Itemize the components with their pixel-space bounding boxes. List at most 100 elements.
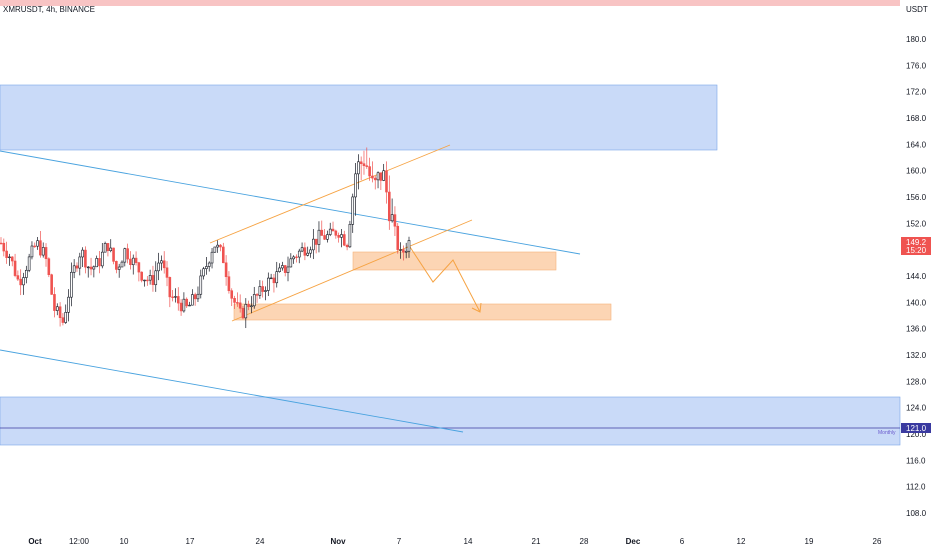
- candle-up: [95, 258, 98, 268]
- candle-up: [250, 305, 253, 308]
- candle-up: [281, 265, 284, 269]
- candle-down: [33, 245, 37, 248]
- last-price-badge: 149.2 15:20: [901, 237, 931, 255]
- candle-up: [103, 243, 107, 253]
- candle-down: [16, 275, 20, 280]
- demand-zone-lower[interactable]: [233, 303, 612, 321]
- candle-down: [84, 249, 87, 268]
- candle-down: [0, 242, 3, 245]
- descending-trendline-lower[interactable]: [0, 349, 464, 433]
- monthly-level-badge: 121.0: [901, 423, 931, 433]
- candle-up: [131, 257, 135, 266]
- price-tick-label: 160.0: [906, 167, 927, 176]
- candle-down: [402, 249, 405, 253]
- candle-down: [47, 258, 51, 275]
- resistance-zone[interactable]: [0, 84, 718, 151]
- last-price-value: 149.2: [906, 238, 927, 247]
- candle-down: [165, 267, 169, 278]
- candle-up: [202, 268, 205, 277]
- candle-down: [337, 235, 340, 238]
- candle-up: [30, 245, 34, 258]
- candle-down: [227, 276, 231, 292]
- candle-down: [140, 271, 143, 281]
- candle-down: [106, 243, 110, 252]
- candle-down: [233, 298, 236, 303]
- descending-trendline-upper[interactable]: [0, 150, 581, 255]
- candle-up: [109, 247, 113, 252]
- candle-down: [371, 175, 374, 179]
- candle-up: [120, 261, 124, 268]
- channel-lower-line[interactable]: [231, 219, 473, 322]
- candle-down: [221, 246, 225, 264]
- candle-up: [8, 256, 11, 259]
- candle-up: [191, 294, 194, 306]
- symbol-title: XMRUSDT, 4h, BINANCE: [3, 5, 95, 14]
- candle-up: [210, 251, 214, 264]
- candle-down: [179, 302, 183, 312]
- candle-down: [162, 260, 166, 269]
- candle-down: [129, 258, 132, 266]
- candle-down: [365, 165, 369, 167]
- monthly-level-value: 121.0: [906, 424, 927, 433]
- price-tick-label: 108.0: [906, 509, 927, 518]
- time-tick-label: 24: [256, 537, 265, 546]
- candle-up: [143, 279, 146, 282]
- candle-up: [357, 161, 360, 175]
- candle-up: [205, 266, 208, 270]
- candle-up: [160, 260, 163, 264]
- candle-up: [182, 298, 186, 312]
- candle-down: [151, 275, 155, 286]
- price-axis[interactable]: USDT 180.0 176.0 172.0 168.0 164.0 160.0 156.0…: [906, 5, 928, 518]
- candle-down: [320, 229, 324, 236]
- candle-down: [19, 278, 22, 286]
- candle-up: [157, 262, 160, 272]
- price-tick-label: 180.0: [906, 35, 927, 44]
- channel-upper-line[interactable]: [209, 144, 451, 244]
- candle-up: [148, 275, 152, 281]
- candle-down: [283, 265, 287, 273]
- candle-up: [123, 248, 127, 263]
- time-tick-label: 17: [186, 537, 195, 546]
- price-tick-label: 168.0: [906, 114, 927, 123]
- price-tick-label: 128.0: [906, 377, 927, 386]
- time-tick-label: Nov: [330, 537, 346, 546]
- candle-up: [81, 249, 84, 258]
- candle-up: [267, 277, 270, 291]
- time-tick-label: 19: [805, 537, 814, 546]
- price-tick-label: 120.0: [906, 430, 927, 439]
- candle-down: [89, 266, 93, 270]
- candle-down: [323, 235, 326, 240]
- candle-down: [2, 242, 6, 252]
- support-zone[interactable]: [0, 396, 901, 446]
- candle-up: [22, 277, 25, 286]
- candle-down: [193, 294, 197, 300]
- candle-up: [309, 249, 312, 254]
- candle-down: [261, 286, 264, 292]
- time-tick-label: Dec: [626, 537, 641, 546]
- candle-down: [115, 261, 118, 270]
- projection-path[interactable]: [409, 246, 481, 313]
- candle-up: [27, 256, 31, 271]
- time-tick-label: 10: [120, 537, 129, 546]
- candle-up: [196, 293, 200, 300]
- candle-up: [351, 196, 355, 225]
- monthly-level-label: Monthly: [878, 430, 896, 436]
- candle-down: [230, 290, 234, 299]
- demand-zone-upper[interactable]: [352, 251, 557, 271]
- candle-down: [241, 307, 245, 319]
- candle-down: [224, 262, 228, 278]
- price-tick-label: 116.0: [906, 456, 926, 465]
- candle-up: [269, 277, 273, 280]
- candle-up: [300, 247, 304, 252]
- price-tick-label: 144.0: [906, 272, 927, 281]
- candle-up: [25, 269, 28, 278]
- time-axis[interactable]: Oct 12:00 10 17 24 Nov 7 14 21 28 Dec 6 12 19 26: [28, 537, 882, 546]
- candle-up: [252, 294, 256, 307]
- time-tick-label: 21: [532, 537, 541, 546]
- candle-down: [185, 298, 189, 307]
- candle-down: [368, 166, 371, 177]
- candle-down: [295, 256, 298, 258]
- candle-down: [146, 279, 149, 282]
- candle-up: [64, 312, 68, 323]
